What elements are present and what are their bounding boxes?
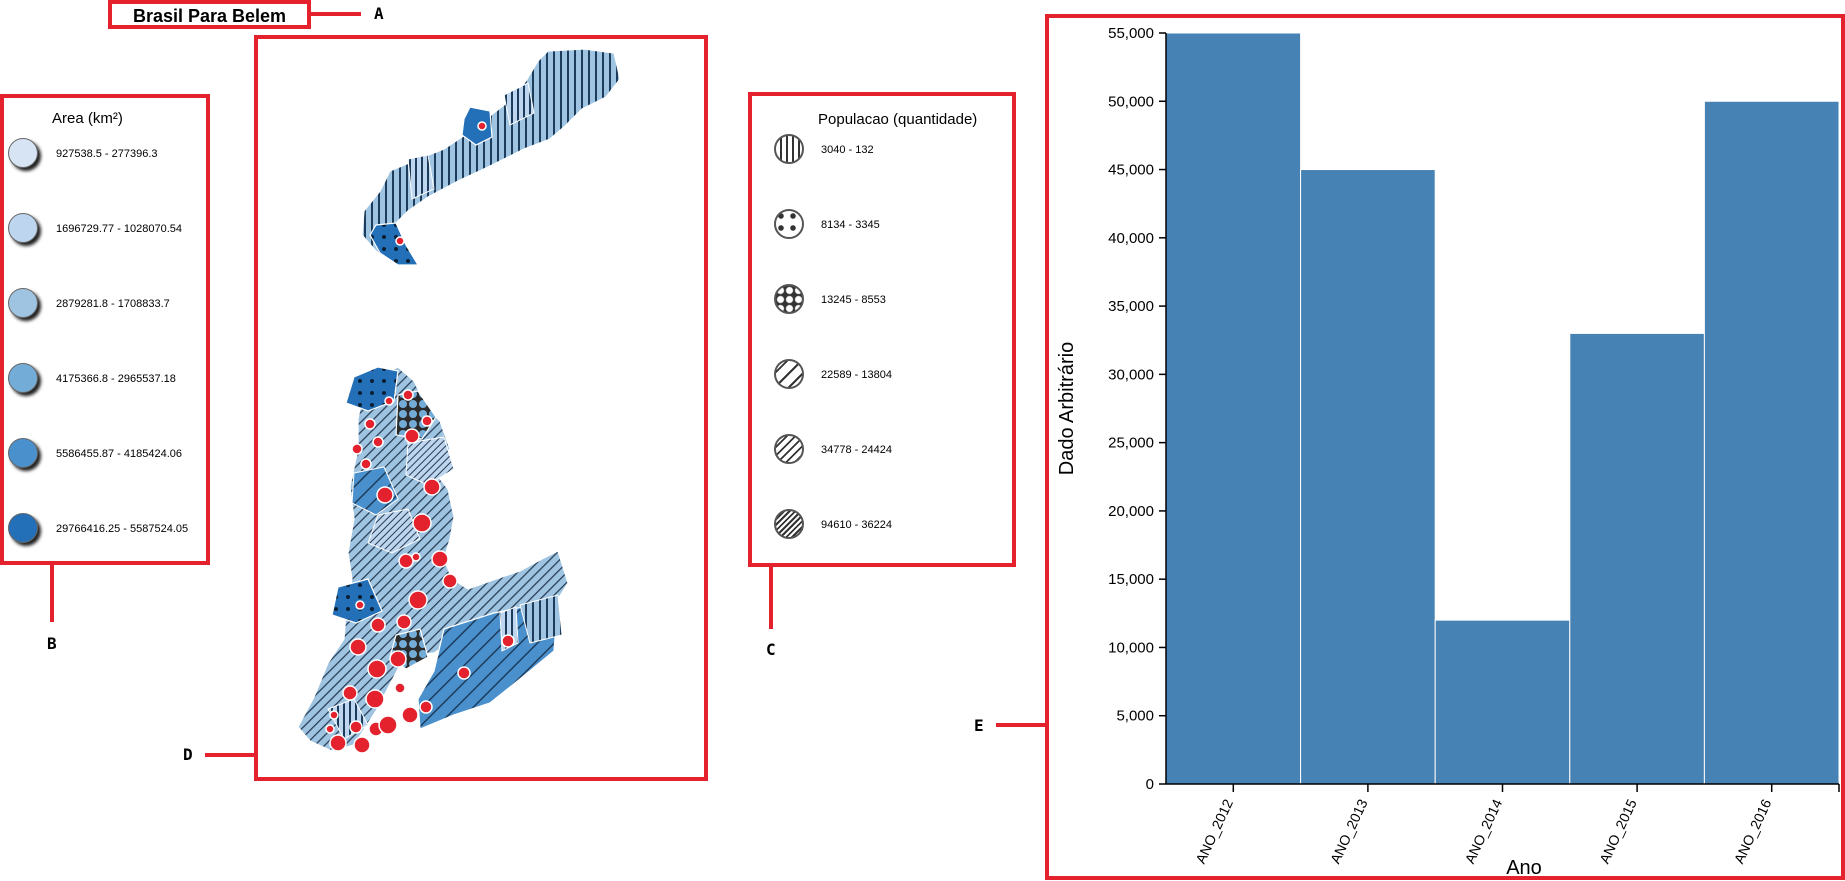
x-axis-title: Ano xyxy=(1506,857,1542,876)
x-tick-label: ANO_2015 xyxy=(1596,796,1640,866)
area-swatch-icon xyxy=(8,513,38,543)
y-tick-label: 25,000 xyxy=(1108,435,1154,452)
population-legend-item: 94610 - 36224 xyxy=(752,509,1012,549)
area-legend-item: 927538.5 - 277396.3 xyxy=(4,136,204,176)
population-legend-title: Populacao (quantidade) xyxy=(818,111,978,128)
y-tick-label: 55,000 xyxy=(1108,25,1154,42)
callout-label-b: B xyxy=(47,634,57,653)
bar-chart: 0 5,000 10,000 15,000 20,000 25,000 30,000 35,0… xyxy=(1056,25,1840,879)
bar-ano_2015 xyxy=(1569,332,1705,785)
population-legend-label: 94610 - 36224 xyxy=(821,519,892,531)
population-legend-label: 8134 - 3345 xyxy=(821,219,880,231)
callout-label-a: A xyxy=(374,4,384,23)
area-legend-label: 927538.5 - 277396.3 xyxy=(56,148,158,160)
diagonal-lines-medium-icon xyxy=(774,434,804,464)
bar-ano_2014 xyxy=(1434,619,1571,785)
population-legend-item: 8134 - 3345 xyxy=(752,209,1012,249)
chart-highlight-box: 0 5,000 10,000 15,000 20,000 25,000 30,000 35,0… xyxy=(1045,14,1845,880)
diagonal-lines-dense-icon xyxy=(774,509,804,539)
dots-icon xyxy=(774,209,804,239)
area-legend: Area (km²) 927538.5 - 277396.3 1696729.7… xyxy=(0,94,210,565)
population-legend-item: 22589 - 13804 xyxy=(752,359,1012,399)
y-tick-label: 10,000 xyxy=(1108,639,1154,656)
y-tick-label: 15,000 xyxy=(1108,571,1154,588)
vertical-lines-icon xyxy=(774,134,804,164)
callout-line-b xyxy=(50,565,54,622)
page-title: Brasil Para Belem xyxy=(132,6,287,26)
area-swatch-icon xyxy=(8,138,38,168)
callout-label-e: E xyxy=(974,716,984,735)
circles-icon xyxy=(774,284,804,314)
area-legend-item: 2879281.8 - 1708833.7 xyxy=(4,286,204,326)
population-legend: Populacao (quantidade) 3040 - 132 8134 -… xyxy=(748,92,1016,567)
population-legend-item: 13245 - 8553 xyxy=(752,284,1012,324)
area-swatch-icon xyxy=(8,363,38,393)
callout-label-d: D xyxy=(183,745,193,764)
callout-label-c: C xyxy=(766,640,776,659)
bar-ano_2016 xyxy=(1703,100,1840,785)
population-legend-item: 34778 - 24424 xyxy=(752,434,1012,474)
y-tick-label: 5,000 xyxy=(1116,708,1154,725)
area-legend-item: 1696729.77 - 1028070.54 xyxy=(4,211,204,251)
area-swatch-icon xyxy=(8,438,38,468)
x-tick-label: ANO_2016 xyxy=(1731,796,1775,866)
area-legend-label: 5586455.87 - 4185424.06 xyxy=(56,448,183,460)
choropleth-map xyxy=(297,48,621,754)
y-tick-label: 20,000 xyxy=(1108,503,1154,520)
area-legend-label: 29766416.25 - 5587524.05 xyxy=(56,523,189,535)
y-axis-title: Dado Arbitrário xyxy=(1056,342,1078,475)
diagonal-lines-sparse-icon xyxy=(774,359,804,389)
y-tick-label: 45,000 xyxy=(1108,162,1154,179)
area-legend-label: 4175366.8 - 2965537.18 xyxy=(56,373,176,385)
area-swatch-icon xyxy=(8,213,38,243)
y-tick-label: 30,000 xyxy=(1108,366,1154,383)
area-legend-label: 2879281.8 - 1708833.7 xyxy=(56,298,170,310)
population-legend-label: 13245 - 8553 xyxy=(821,294,886,306)
area-legend-label: 1696729.77 - 1028070.54 xyxy=(56,223,183,235)
x-tick-label: ANO_2013 xyxy=(1327,796,1371,866)
population-legend-label: 34778 - 24424 xyxy=(821,444,892,456)
area-legend-item: 29766416.25 - 5587524.05 xyxy=(4,511,204,551)
map-region-south xyxy=(297,366,569,754)
population-legend-label: 3040 - 132 xyxy=(821,144,874,156)
map-highlight-box xyxy=(254,35,708,781)
callout-line-d xyxy=(205,753,254,757)
area-legend-title: Area (km²) xyxy=(52,110,123,127)
y-tick-label: 40,000 xyxy=(1108,230,1154,247)
bar-ano_2013 xyxy=(1300,169,1436,785)
map-region-north xyxy=(361,48,621,266)
callout-line-a xyxy=(311,12,361,16)
bar-ano_2012 xyxy=(1165,32,1302,785)
area-legend-item: 4175366.8 - 2965537.18 xyxy=(4,361,204,401)
population-legend-item: 3040 - 132 xyxy=(752,134,1012,174)
area-swatch-icon xyxy=(8,288,38,318)
y-tick-label: 0 xyxy=(1146,776,1154,793)
x-tick-label: ANO_2014 xyxy=(1461,796,1505,866)
area-legend-item: 5586455.87 - 4185424.06 xyxy=(4,436,204,476)
population-legend-label: 22589 - 13804 xyxy=(821,369,892,381)
y-tick-label: 50,000 xyxy=(1108,93,1154,110)
title-highlight-box: Brasil Para Belem xyxy=(108,0,311,29)
y-tick-label: 35,000 xyxy=(1108,298,1154,315)
x-tick-label: ANO_2012 xyxy=(1192,796,1236,866)
callout-line-e xyxy=(996,723,1045,727)
callout-line-c xyxy=(769,567,773,629)
